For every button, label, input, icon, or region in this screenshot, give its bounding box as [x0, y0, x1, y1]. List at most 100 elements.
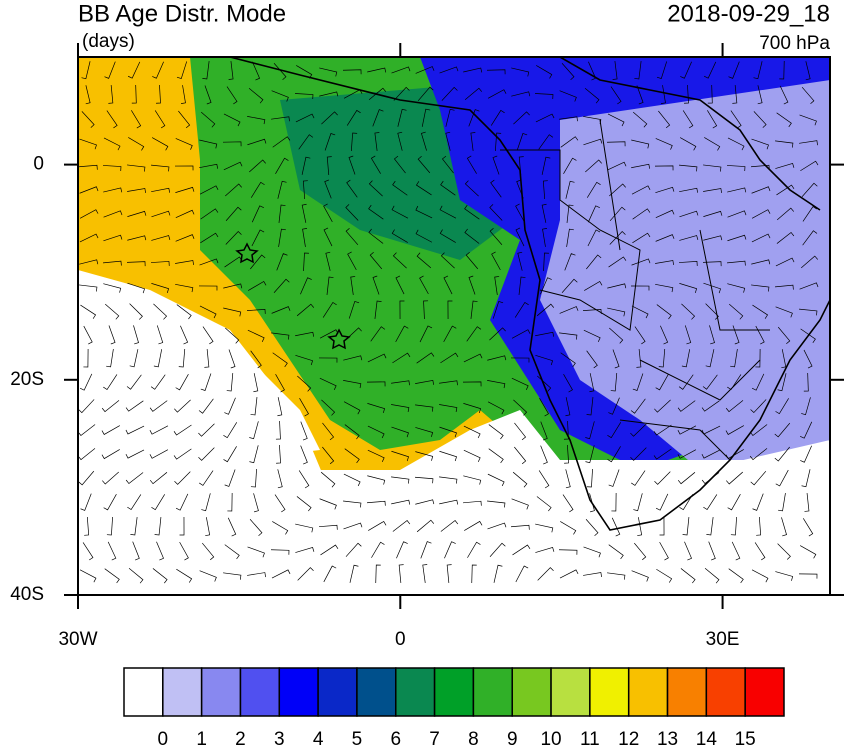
wind-barb — [467, 541, 481, 558]
wind-barb — [173, 424, 192, 436]
wind-barb — [679, 137, 697, 151]
wind-barb — [200, 208, 219, 220]
wind-barb — [608, 469, 620, 487]
wind-barb — [125, 425, 145, 435]
wind-barb — [518, 276, 526, 295]
wind-barb — [701, 400, 720, 412]
wind-barb — [374, 132, 380, 151]
wind-barb — [108, 325, 116, 345]
wind-barb — [655, 234, 675, 242]
wind-barb — [154, 517, 162, 536]
wind-barb — [775, 306, 793, 318]
colorbar-box — [356, 667, 397, 717]
wind-barb — [536, 65, 553, 79]
wind-barb — [798, 573, 818, 579]
wind-barb — [439, 450, 458, 462]
wind-barb — [775, 162, 795, 169]
wind-barb — [464, 228, 480, 244]
wind-barb — [126, 374, 142, 390]
wind-barb — [684, 325, 692, 345]
wind-barb — [537, 375, 552, 392]
wind-barb — [103, 234, 123, 242]
wind-barb — [489, 327, 506, 341]
wind-barb — [464, 87, 483, 101]
wind-barb — [805, 61, 811, 81]
wind-barb — [607, 446, 621, 463]
wind-barb — [278, 228, 286, 247]
title: BB Age Distr. Mode — [78, 0, 286, 27]
wind-barb — [393, 155, 406, 174]
wind-barb — [684, 84, 689, 104]
wind-barb — [677, 472, 696, 485]
wind-barb — [223, 422, 238, 439]
wind-barb — [540, 421, 548, 441]
wind-barb — [392, 520, 411, 532]
wind-barb — [223, 161, 243, 171]
wind-barb — [559, 116, 578, 122]
wind-barb — [444, 541, 456, 559]
wind-barb — [322, 446, 335, 465]
wind-barb — [445, 108, 455, 127]
wind-barb — [775, 140, 794, 148]
wind-barb — [753, 111, 767, 128]
wind-barb — [565, 469, 571, 489]
wind-barb — [489, 542, 506, 557]
wind-barb — [367, 403, 386, 414]
wind-barb — [81, 61, 91, 80]
wind-barb — [511, 91, 531, 97]
wind-barb — [777, 543, 791, 560]
wind-barb — [174, 471, 191, 485]
wind-barb — [79, 569, 97, 583]
colorbar-box — [162, 667, 203, 717]
wind-barb — [103, 283, 122, 293]
wind-barb — [516, 133, 528, 151]
wind-barb — [326, 156, 332, 175]
wind-barb — [585, 519, 599, 536]
wind-barb — [607, 307, 626, 317]
wind-barb — [677, 425, 697, 435]
wind-barb — [198, 398, 214, 414]
wind-barb — [679, 283, 698, 294]
wind-barb — [78, 399, 95, 414]
wind-barb — [777, 373, 787, 392]
wind-barb — [708, 541, 716, 561]
wind-barb — [295, 523, 314, 533]
wind-barb — [83, 325, 93, 345]
wind-barb — [543, 252, 549, 272]
wind-barb — [804, 493, 810, 512]
wind-barb — [463, 67, 483, 73]
wind-barb — [488, 448, 504, 464]
wind-barb — [607, 283, 627, 289]
wind-barb — [725, 400, 744, 413]
wind-barb — [751, 569, 769, 583]
wind-barb — [247, 329, 265, 343]
wind-barb — [199, 163, 219, 169]
wind-barb — [609, 327, 624, 344]
wind-barb — [608, 397, 620, 415]
wind-barb — [633, 542, 647, 561]
wind-barb — [607, 113, 625, 127]
wind-barb — [322, 422, 335, 441]
wind-barb — [226, 86, 238, 105]
wind-barb — [204, 85, 212, 105]
wind-barb — [125, 400, 144, 412]
wind-barb — [198, 285, 218, 291]
wind-barb — [367, 449, 385, 463]
wind-barb — [368, 228, 384, 244]
wind-barb — [512, 544, 531, 556]
wind-barb — [224, 397, 236, 415]
y-tick-label: 20S — [10, 369, 44, 390]
wind-barb — [300, 445, 308, 465]
wind-barb — [277, 397, 283, 417]
wind-barb — [518, 156, 524, 175]
colorbar-box — [200, 667, 242, 717]
wind-barb — [415, 66, 435, 74]
wind-barb — [180, 85, 186, 104]
colorbar-box — [239, 667, 281, 717]
wind-barb — [250, 350, 262, 369]
wind-barb — [391, 426, 409, 438]
wind-barb — [630, 423, 647, 437]
wind-barb — [582, 308, 602, 314]
wind-barb — [563, 420, 569, 440]
wind-barb — [611, 492, 617, 512]
